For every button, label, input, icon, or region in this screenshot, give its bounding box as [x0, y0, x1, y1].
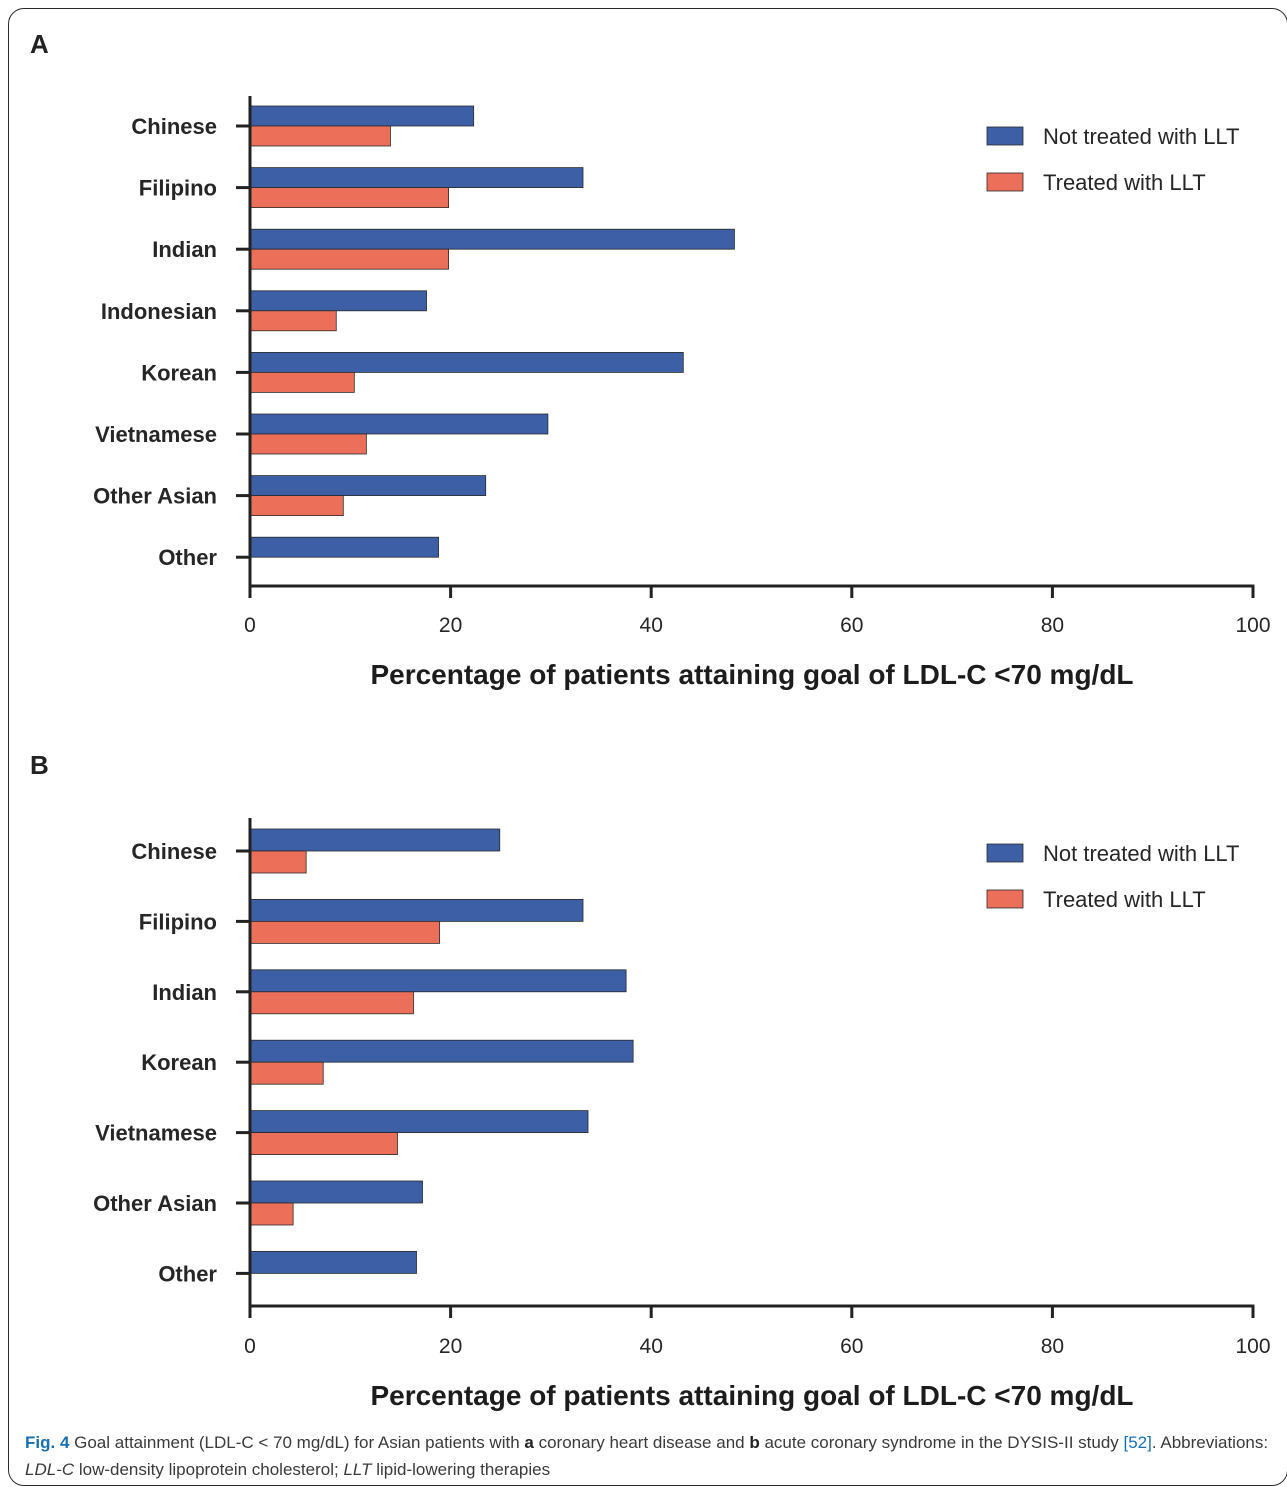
- bar-not-treated: [249, 1110, 589, 1133]
- bar-treated: [249, 1202, 294, 1226]
- bar-treated: [249, 850, 307, 874]
- bar-treated: [249, 991, 414, 1015]
- y-tick-label: Korean: [141, 1050, 217, 1075]
- caption-abbr-ldlc: LDL-C: [25, 1460, 75, 1479]
- bar-not-treated: [249, 1039, 634, 1063]
- bar-not-treated: [249, 1180, 423, 1204]
- x-tick-label: 20: [439, 1335, 462, 1358]
- y-tick-label: Indian: [152, 980, 217, 1005]
- caption-text-4: . Abbreviations:: [1151, 1433, 1269, 1452]
- bar-not-treated: [249, 351, 684, 373]
- figure-caption: Fig. 4 Goal attainment (LDL-C < 70 mg/dL…: [25, 1429, 1275, 1483]
- y-tick-label: Chinese: [131, 839, 217, 864]
- y-tick-label: Chinese: [131, 114, 217, 139]
- caption-text-1: Goal attainment (LDL-C < 70 mg/dL) for A…: [69, 1433, 525, 1452]
- panel-letter: B: [30, 750, 49, 780]
- x-tick-label: 100: [1235, 614, 1270, 637]
- y-tick-label: Filipino: [139, 909, 217, 934]
- y-tick-label: Other: [158, 1261, 217, 1286]
- caption-bold-b: b: [749, 1433, 760, 1452]
- y-tick-label: Vietnamese: [95, 422, 217, 447]
- legend-swatch-treated: [986, 172, 1024, 192]
- bar-treated: [249, 125, 391, 147]
- caption-text-5: low-density lipoprotein cholesterol;: [74, 1460, 344, 1479]
- legend-label-not-treated: Not treated with LLT: [1043, 841, 1239, 866]
- bar-not-treated: [249, 105, 475, 127]
- caption-fig-label: Fig. 4: [25, 1433, 70, 1452]
- bar-not-treated: [249, 290, 427, 312]
- bar-not-treated: [249, 167, 584, 189]
- bar-not-treated: [249, 899, 584, 922]
- y-tick-label: Korean: [141, 360, 217, 385]
- bar-not-treated: [249, 475, 487, 497]
- x-axis-title: Percentage of patients attaining goal of…: [370, 659, 1133, 690]
- x-tick-label: 40: [640, 1335, 663, 1358]
- bar-treated: [249, 921, 440, 944]
- caption-text-3: acute coronary syndrome in the DYSIS-II …: [759, 1433, 1124, 1452]
- bar-not-treated: [249, 228, 735, 250]
- panel-letter: A: [30, 29, 49, 59]
- bar-not-treated: [249, 828, 501, 852]
- bar-treated: [249, 371, 355, 393]
- x-tick-label: 80: [1041, 614, 1064, 637]
- y-tick-label: Indian: [152, 237, 217, 262]
- x-axis-title: Percentage of patients attaining goal of…: [370, 1380, 1133, 1411]
- caption-bold-a: a: [524, 1433, 534, 1452]
- caption-text-6: lipid-lowering therapies: [371, 1460, 551, 1479]
- figure-frame: [8, 8, 1287, 1486]
- figure-charts: A Chinese Filipino Indian Indonesian Korean Vi…: [30, 29, 1271, 1411]
- x-tick-label: 60: [840, 614, 863, 637]
- x-tick-label: 20: [439, 614, 462, 637]
- x-tick-label: 60: [840, 1335, 863, 1358]
- x-tick-label: 80: [1041, 1335, 1064, 1358]
- legend-swatch-treated: [986, 889, 1024, 909]
- bar-treated: [249, 310, 337, 332]
- bar-not-treated: [249, 969, 627, 993]
- y-tick-label: Indonesian: [101, 299, 217, 324]
- legend-label-treated: Treated with LLT: [1043, 887, 1206, 912]
- x-tick-label: 100: [1235, 1335, 1270, 1358]
- legend-swatch-not-treated: [986, 843, 1024, 863]
- bar-treated: [249, 495, 344, 517]
- bar-not-treated: [249, 413, 549, 435]
- x-tick-label: 0: [244, 1335, 256, 1358]
- x-tick-label: 0: [244, 614, 256, 637]
- bar-not-treated: [249, 536, 439, 558]
- caption-reference-link[interactable]: [52]: [1123, 1433, 1152, 1452]
- y-tick-label: Other Asian: [93, 1191, 217, 1216]
- bar-treated: [249, 248, 449, 270]
- y-tick-label: Other Asian: [93, 484, 217, 509]
- bar-treated: [249, 433, 367, 455]
- y-tick-label: Other: [158, 545, 217, 570]
- legend-swatch-not-treated: [986, 126, 1024, 146]
- caption-text-2: coronary heart disease and: [533, 1433, 750, 1452]
- legend-label-treated: Treated with LLT: [1043, 170, 1206, 195]
- bar-treated: [249, 187, 449, 209]
- legend-label-not-treated: Not treated with LLT: [1043, 124, 1239, 149]
- caption-abbr-llt: LLT: [343, 1460, 372, 1479]
- y-tick-label: Filipino: [139, 176, 217, 201]
- bar-not-treated: [249, 1251, 417, 1274]
- x-tick-label: 40: [640, 614, 663, 637]
- bar-treated: [249, 1061, 324, 1085]
- bar-treated: [249, 1132, 398, 1155]
- y-tick-label: Vietnamese: [95, 1121, 217, 1146]
